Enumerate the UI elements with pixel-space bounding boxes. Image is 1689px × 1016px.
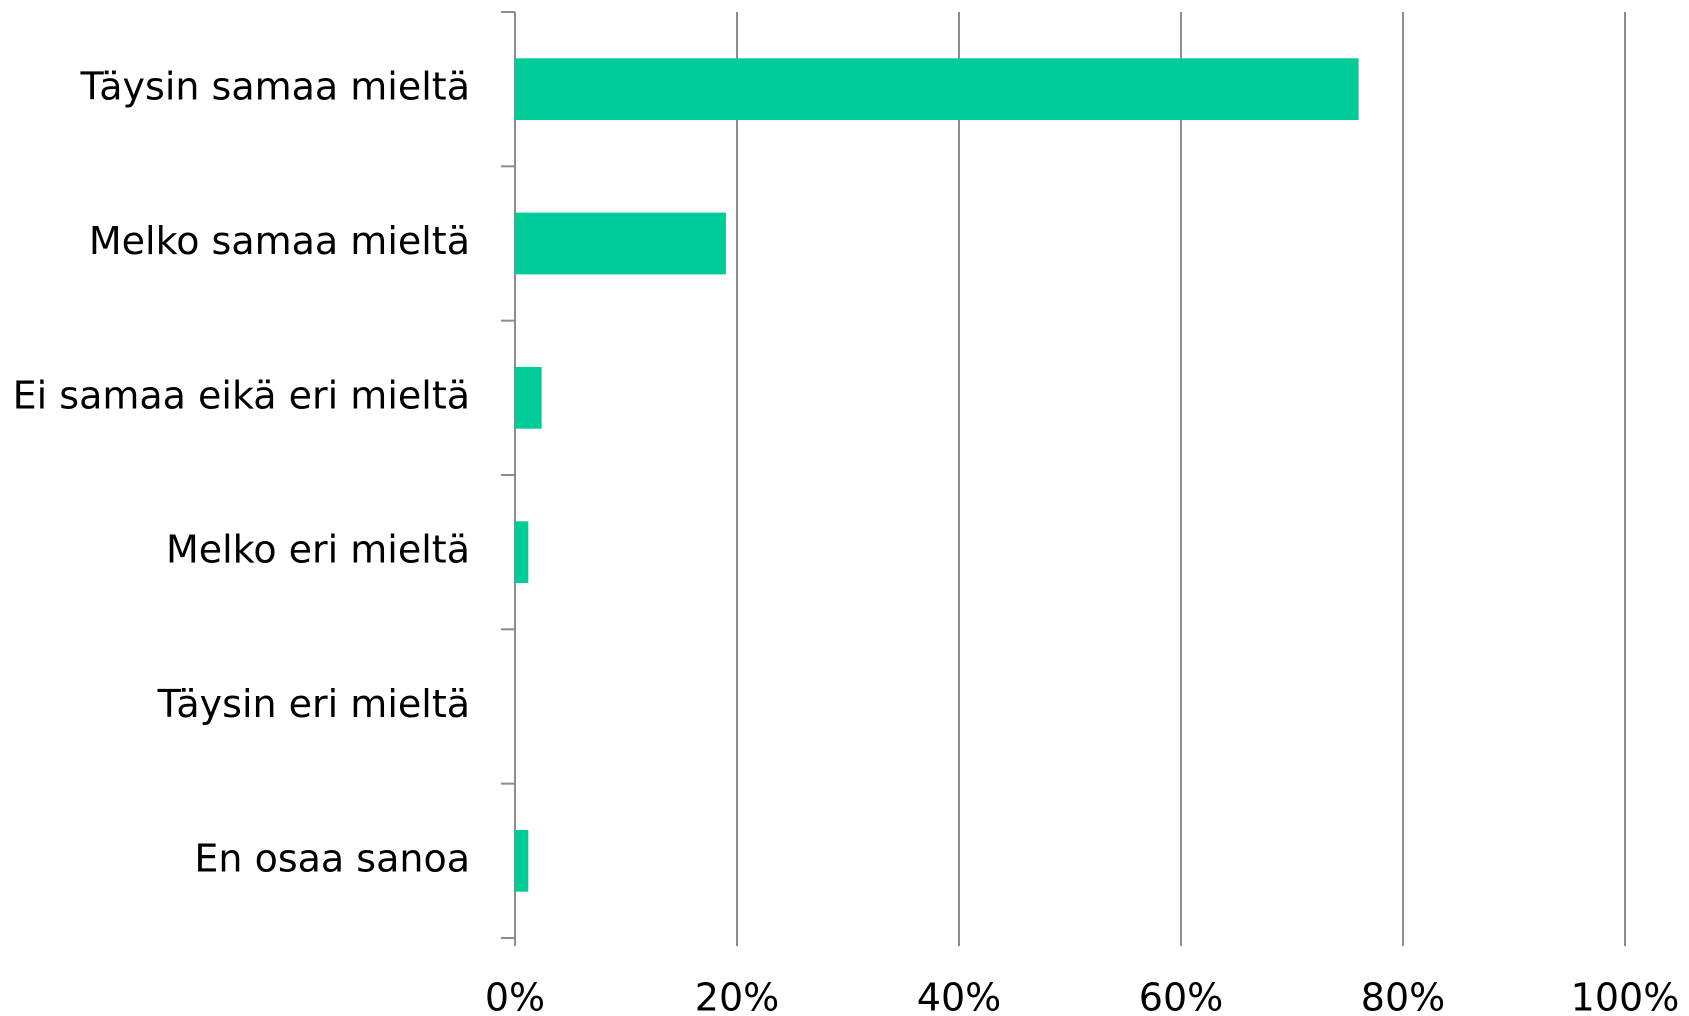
y-tick-label: En osaa sanoa xyxy=(194,836,470,880)
y-tick-label: Melko eri mieltä xyxy=(166,528,470,572)
bar xyxy=(515,366,542,429)
x-tick-label: 80% xyxy=(1361,976,1445,1016)
bar xyxy=(515,521,529,584)
y-tick-label: Täysin eri mieltä xyxy=(157,682,470,726)
x-tick-label: 40% xyxy=(917,976,1001,1016)
x-tick-label: 20% xyxy=(695,976,779,1016)
bar xyxy=(515,829,529,892)
x-tick-label: 60% xyxy=(1139,976,1223,1016)
x-tick-label: 0% xyxy=(485,976,545,1016)
x-tick-label: 100% xyxy=(1571,976,1680,1016)
y-tick-label: Täysin samaa mieltä xyxy=(79,65,470,109)
bar xyxy=(515,212,726,275)
y-tick-label: Melko samaa mieltä xyxy=(89,219,470,263)
bar xyxy=(515,58,1359,121)
y-tick-label: Ei samaa eikä eri mieltä xyxy=(13,373,470,417)
